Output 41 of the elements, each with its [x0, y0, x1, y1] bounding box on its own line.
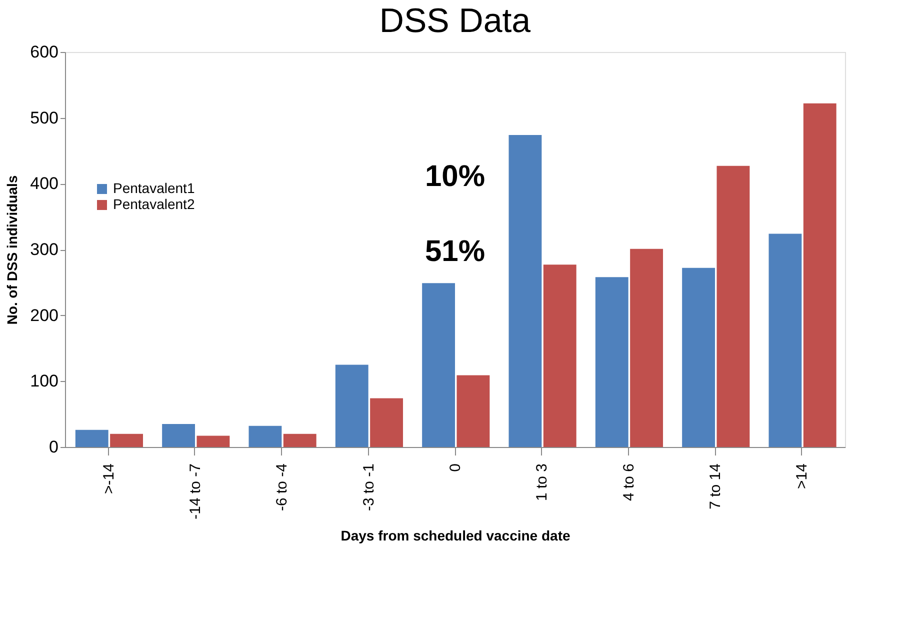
annotation: 10%: [424, 160, 486, 193]
y-tick-label: 200: [30, 306, 58, 325]
y-tick-label: 300: [30, 240, 58, 259]
bar: [75, 430, 108, 447]
bar: [248, 426, 282, 447]
x-tick-label: -6 to -4: [274, 464, 291, 512]
bar: [283, 434, 316, 447]
y-tick-label: 600: [30, 42, 58, 62]
bar: [630, 248, 663, 447]
bar: [196, 436, 230, 447]
y-tick-label: 0: [49, 438, 58, 456]
annotation: 51%: [424, 235, 486, 268]
bar: [716, 166, 750, 447]
bar: [456, 375, 490, 447]
x-axis-title: Days from scheduled vaccine date: [340, 527, 570, 544]
y-tick-label: 400: [30, 174, 58, 194]
bar: [543, 264, 576, 447]
bar: [768, 234, 802, 447]
y-axis-title: No. of DSS individuals: [4, 175, 20, 325]
x-tick-label: 7 to 14: [707, 464, 724, 510]
y-tick-label: 100: [30, 372, 58, 391]
bar: [162, 424, 195, 447]
x-tick-label: -3 to -1: [360, 464, 378, 512]
bar: [422, 283, 455, 447]
x-tick-label: 0: [447, 464, 464, 472]
bar: [370, 398, 403, 447]
x-tick-label: 1 to 3: [534, 464, 551, 502]
bar: [335, 364, 368, 447]
bar: [508, 134, 542, 447]
legend-label: Pentavalent1: [113, 180, 195, 196]
y-tick-label: 500: [30, 108, 58, 128]
bar: [682, 268, 715, 447]
chart-title: DSS Data: [379, 2, 531, 40]
bar: [595, 277, 628, 447]
x-tick-label: 4 to 6: [620, 464, 638, 502]
bar: [110, 434, 143, 447]
legend-label: Pentavalent2: [113, 196, 195, 212]
x-tick-label: >14: [794, 464, 811, 489]
x-tick-label: -14 to -7: [187, 464, 204, 520]
bar: [803, 103, 836, 447]
x-tick-label: >-14: [100, 464, 118, 494]
